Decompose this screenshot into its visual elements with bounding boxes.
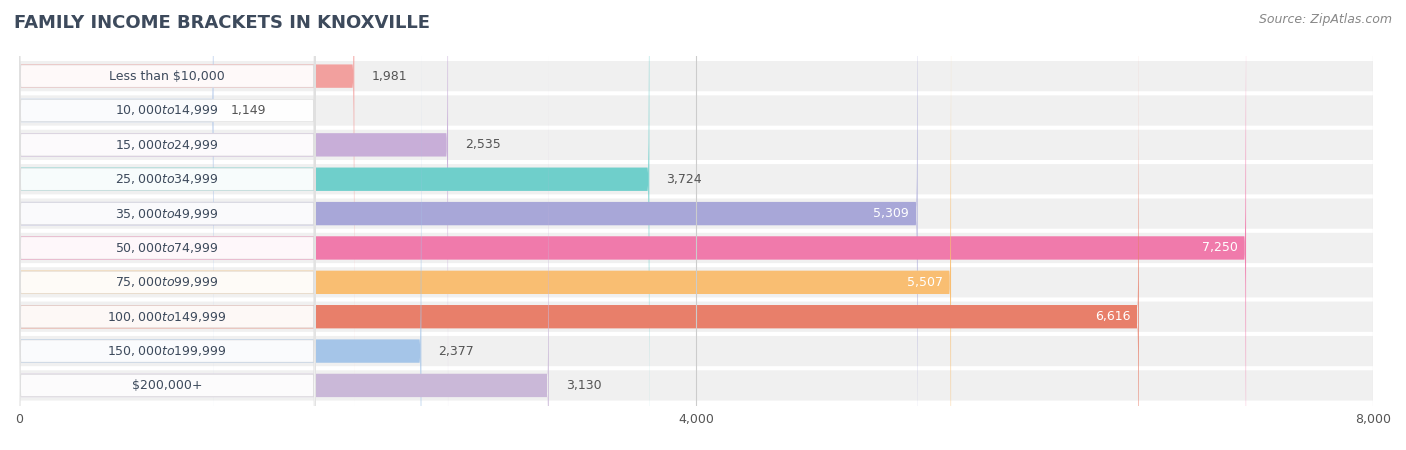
FancyBboxPatch shape — [20, 198, 1374, 229]
Text: $75,000 to $99,999: $75,000 to $99,999 — [115, 275, 219, 289]
Text: $200,000+: $200,000+ — [132, 379, 202, 392]
Text: Source: ZipAtlas.com: Source: ZipAtlas.com — [1258, 14, 1392, 27]
FancyBboxPatch shape — [20, 0, 315, 450]
Text: 2,377: 2,377 — [439, 345, 474, 358]
FancyBboxPatch shape — [20, 95, 1374, 126]
FancyBboxPatch shape — [20, 336, 1374, 366]
FancyBboxPatch shape — [20, 164, 1374, 194]
Text: 7,250: 7,250 — [1202, 242, 1237, 254]
FancyBboxPatch shape — [20, 0, 315, 450]
FancyBboxPatch shape — [20, 0, 315, 450]
Text: 3,724: 3,724 — [666, 173, 702, 186]
FancyBboxPatch shape — [20, 61, 1374, 91]
Text: 5,309: 5,309 — [873, 207, 910, 220]
FancyBboxPatch shape — [20, 0, 354, 408]
FancyBboxPatch shape — [20, 0, 315, 450]
Text: $150,000 to $199,999: $150,000 to $199,999 — [107, 344, 226, 358]
FancyBboxPatch shape — [20, 0, 315, 450]
Text: $25,000 to $34,999: $25,000 to $34,999 — [115, 172, 219, 186]
FancyBboxPatch shape — [20, 370, 1374, 400]
FancyBboxPatch shape — [20, 0, 315, 450]
FancyBboxPatch shape — [20, 233, 1374, 263]
Text: $50,000 to $74,999: $50,000 to $74,999 — [115, 241, 219, 255]
Text: 1,149: 1,149 — [231, 104, 266, 117]
FancyBboxPatch shape — [20, 0, 315, 450]
Text: FAMILY INCOME BRACKETS IN KNOXVILLE: FAMILY INCOME BRACKETS IN KNOXVILLE — [14, 14, 430, 32]
FancyBboxPatch shape — [20, 54, 548, 450]
FancyBboxPatch shape — [20, 0, 918, 450]
FancyBboxPatch shape — [20, 0, 315, 450]
FancyBboxPatch shape — [20, 0, 315, 450]
Text: 3,130: 3,130 — [565, 379, 602, 392]
FancyBboxPatch shape — [20, 302, 1374, 332]
Text: $10,000 to $14,999: $10,000 to $14,999 — [115, 104, 219, 117]
Text: Less than $10,000: Less than $10,000 — [110, 70, 225, 83]
FancyBboxPatch shape — [20, 130, 1374, 160]
Text: $35,000 to $49,999: $35,000 to $49,999 — [115, 207, 219, 220]
FancyBboxPatch shape — [20, 0, 214, 442]
FancyBboxPatch shape — [20, 0, 1139, 450]
Text: 1,981: 1,981 — [371, 70, 406, 83]
Text: 2,535: 2,535 — [465, 138, 501, 151]
Text: $15,000 to $24,999: $15,000 to $24,999 — [115, 138, 219, 152]
Text: 5,507: 5,507 — [907, 276, 942, 289]
FancyBboxPatch shape — [20, 0, 950, 450]
FancyBboxPatch shape — [20, 0, 650, 450]
FancyBboxPatch shape — [20, 19, 422, 450]
FancyBboxPatch shape — [20, 0, 1246, 450]
FancyBboxPatch shape — [20, 0, 315, 450]
Text: 6,616: 6,616 — [1095, 310, 1130, 323]
FancyBboxPatch shape — [20, 0, 449, 450]
Text: $100,000 to $149,999: $100,000 to $149,999 — [107, 310, 226, 324]
FancyBboxPatch shape — [20, 267, 1374, 297]
